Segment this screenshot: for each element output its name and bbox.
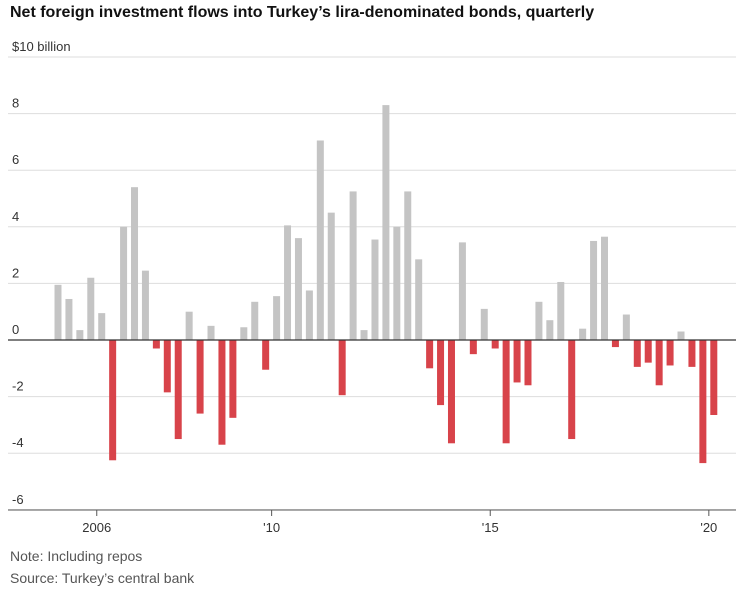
bar (174, 340, 182, 440)
bar (152, 340, 160, 349)
bar (568, 340, 576, 440)
bar (655, 340, 663, 386)
y-tick-label: -4 (12, 435, 24, 450)
bar (327, 212, 335, 340)
bar (710, 340, 718, 415)
bar (207, 325, 215, 340)
y-tick-label: -2 (12, 379, 24, 394)
bar (251, 301, 259, 341)
chart-title: Net foreign investment flows into Turkey… (10, 4, 595, 21)
bar (644, 340, 652, 363)
bar (87, 277, 95, 340)
bar (458, 242, 466, 341)
bar (98, 313, 106, 340)
bar (666, 340, 674, 366)
bars (54, 105, 718, 464)
bar (404, 191, 412, 340)
bar (141, 270, 149, 340)
y-tick-label: $10 billion (12, 39, 71, 54)
bar (76, 330, 84, 340)
bar (120, 226, 128, 340)
bar (109, 340, 117, 461)
bar (601, 236, 608, 340)
bar (185, 311, 193, 340)
bar (502, 340, 510, 444)
bar (535, 301, 543, 341)
bar (338, 340, 346, 396)
bar (426, 340, 434, 369)
chart-source: Source: Turkey’s central bank (10, 570, 195, 586)
bar (131, 187, 139, 340)
bar (447, 340, 455, 444)
y-tick-label: 6 (12, 152, 19, 167)
bar (415, 259, 423, 341)
bar (65, 298, 73, 340)
bar (284, 225, 292, 340)
bar (633, 340, 641, 367)
bar (163, 340, 171, 393)
x-tick-label: '10 (263, 520, 280, 535)
bar (699, 340, 707, 464)
bar (524, 340, 532, 386)
bar (262, 340, 270, 370)
bar (316, 140, 324, 340)
bar (513, 340, 521, 383)
bar (546, 320, 554, 340)
bar (611, 340, 619, 348)
y-tick-label: 4 (12, 209, 19, 224)
bar (229, 340, 237, 418)
bar (273, 296, 281, 340)
bar (305, 290, 313, 340)
bar (382, 105, 390, 340)
bar (393, 226, 401, 340)
bar (579, 328, 587, 340)
bar (622, 314, 630, 340)
x-tick-label: '20 (700, 520, 717, 535)
y-axis-labels: $10 billion 8 6 4 2 0 -2 -4 -6 (12, 39, 71, 507)
bar (688, 340, 696, 367)
bar (491, 340, 499, 349)
bar (349, 191, 357, 340)
bar (294, 238, 302, 340)
x-tick-label: 2006 (82, 520, 111, 535)
bar (557, 281, 565, 340)
x-tick-label: '15 (482, 520, 499, 535)
bar (480, 308, 488, 340)
bar (469, 340, 477, 355)
bar (218, 340, 226, 445)
bar (371, 239, 379, 340)
y-tick-label: -6 (12, 492, 24, 507)
y-tick-label: 8 (12, 96, 19, 111)
bar (590, 240, 598, 340)
chart-note: Note: Including repos (10, 548, 143, 564)
bar (437, 340, 445, 406)
bar (196, 340, 204, 414)
x-axis: 2006 '10 '15 '20 (8, 509, 736, 535)
bar (240, 327, 248, 340)
bar (360, 330, 368, 340)
y-tick-label: 2 (12, 265, 19, 280)
bar (677, 331, 685, 340)
bar (54, 284, 62, 340)
y-tick-label: 0 (12, 322, 19, 337)
